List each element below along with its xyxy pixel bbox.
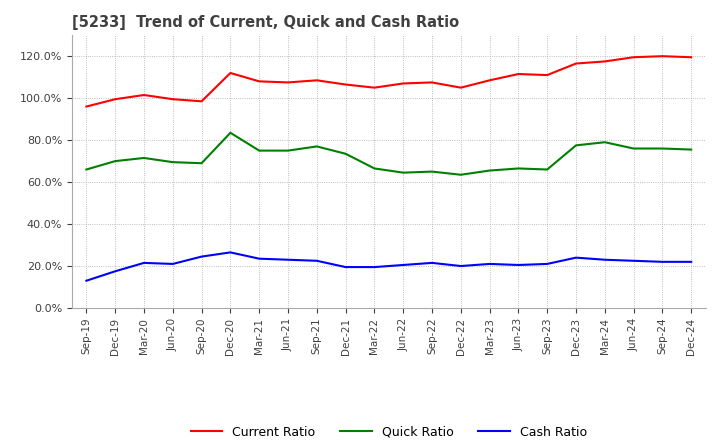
Quick Ratio: [514, 166, 523, 171]
Cash Ratio: [140, 260, 148, 265]
Quick Ratio: [168, 160, 177, 165]
Cash Ratio: [168, 261, 177, 267]
Cash Ratio: [485, 261, 494, 267]
Quick Ratio: [226, 130, 235, 136]
Current Ratio: [572, 61, 580, 66]
Current Ratio: [514, 71, 523, 77]
Current Ratio: [600, 59, 609, 64]
Cash Ratio: [255, 256, 264, 261]
Current Ratio: [629, 55, 638, 60]
Line: Quick Ratio: Quick Ratio: [86, 133, 691, 175]
Cash Ratio: [82, 278, 91, 283]
Current Ratio: [485, 78, 494, 83]
Quick Ratio: [341, 151, 350, 156]
Cash Ratio: [428, 260, 436, 265]
Cash Ratio: [572, 255, 580, 260]
Cash Ratio: [312, 258, 321, 264]
Cash Ratio: [341, 264, 350, 270]
Current Ratio: [111, 96, 120, 102]
Quick Ratio: [629, 146, 638, 151]
Quick Ratio: [456, 172, 465, 177]
Current Ratio: [370, 85, 379, 90]
Cash Ratio: [284, 257, 292, 262]
Current Ratio: [197, 99, 206, 104]
Cash Ratio: [514, 262, 523, 268]
Cash Ratio: [658, 259, 667, 264]
Quick Ratio: [543, 167, 552, 172]
Cash Ratio: [687, 259, 696, 264]
Quick Ratio: [370, 166, 379, 171]
Current Ratio: [82, 104, 91, 109]
Cash Ratio: [456, 264, 465, 269]
Legend: Current Ratio, Quick Ratio, Cash Ratio: Current Ratio, Quick Ratio, Cash Ratio: [186, 421, 592, 440]
Current Ratio: [140, 92, 148, 98]
Cash Ratio: [370, 264, 379, 270]
Quick Ratio: [399, 170, 408, 175]
Quick Ratio: [658, 146, 667, 151]
Cash Ratio: [600, 257, 609, 262]
Current Ratio: [312, 78, 321, 83]
Cash Ratio: [629, 258, 638, 264]
Cash Ratio: [111, 269, 120, 274]
Current Ratio: [687, 55, 696, 60]
Current Ratio: [284, 80, 292, 85]
Current Ratio: [543, 73, 552, 78]
Quick Ratio: [197, 161, 206, 166]
Quick Ratio: [600, 139, 609, 145]
Quick Ratio: [82, 167, 91, 172]
Current Ratio: [341, 82, 350, 87]
Quick Ratio: [111, 158, 120, 164]
Quick Ratio: [572, 143, 580, 148]
Quick Ratio: [140, 155, 148, 161]
Current Ratio: [399, 81, 408, 86]
Cash Ratio: [197, 254, 206, 259]
Current Ratio: [456, 85, 465, 90]
Quick Ratio: [255, 148, 264, 153]
Quick Ratio: [312, 144, 321, 149]
Quick Ratio: [284, 148, 292, 153]
Text: [5233]  Trend of Current, Quick and Cash Ratio: [5233] Trend of Current, Quick and Cash …: [72, 15, 459, 30]
Current Ratio: [255, 79, 264, 84]
Line: Cash Ratio: Cash Ratio: [86, 253, 691, 281]
Line: Current Ratio: Current Ratio: [86, 56, 691, 106]
Current Ratio: [658, 54, 667, 59]
Current Ratio: [226, 70, 235, 76]
Quick Ratio: [687, 147, 696, 152]
Cash Ratio: [399, 262, 408, 268]
Cash Ratio: [226, 250, 235, 255]
Quick Ratio: [428, 169, 436, 174]
Current Ratio: [168, 96, 177, 102]
Cash Ratio: [543, 261, 552, 267]
Quick Ratio: [485, 168, 494, 173]
Current Ratio: [428, 80, 436, 85]
